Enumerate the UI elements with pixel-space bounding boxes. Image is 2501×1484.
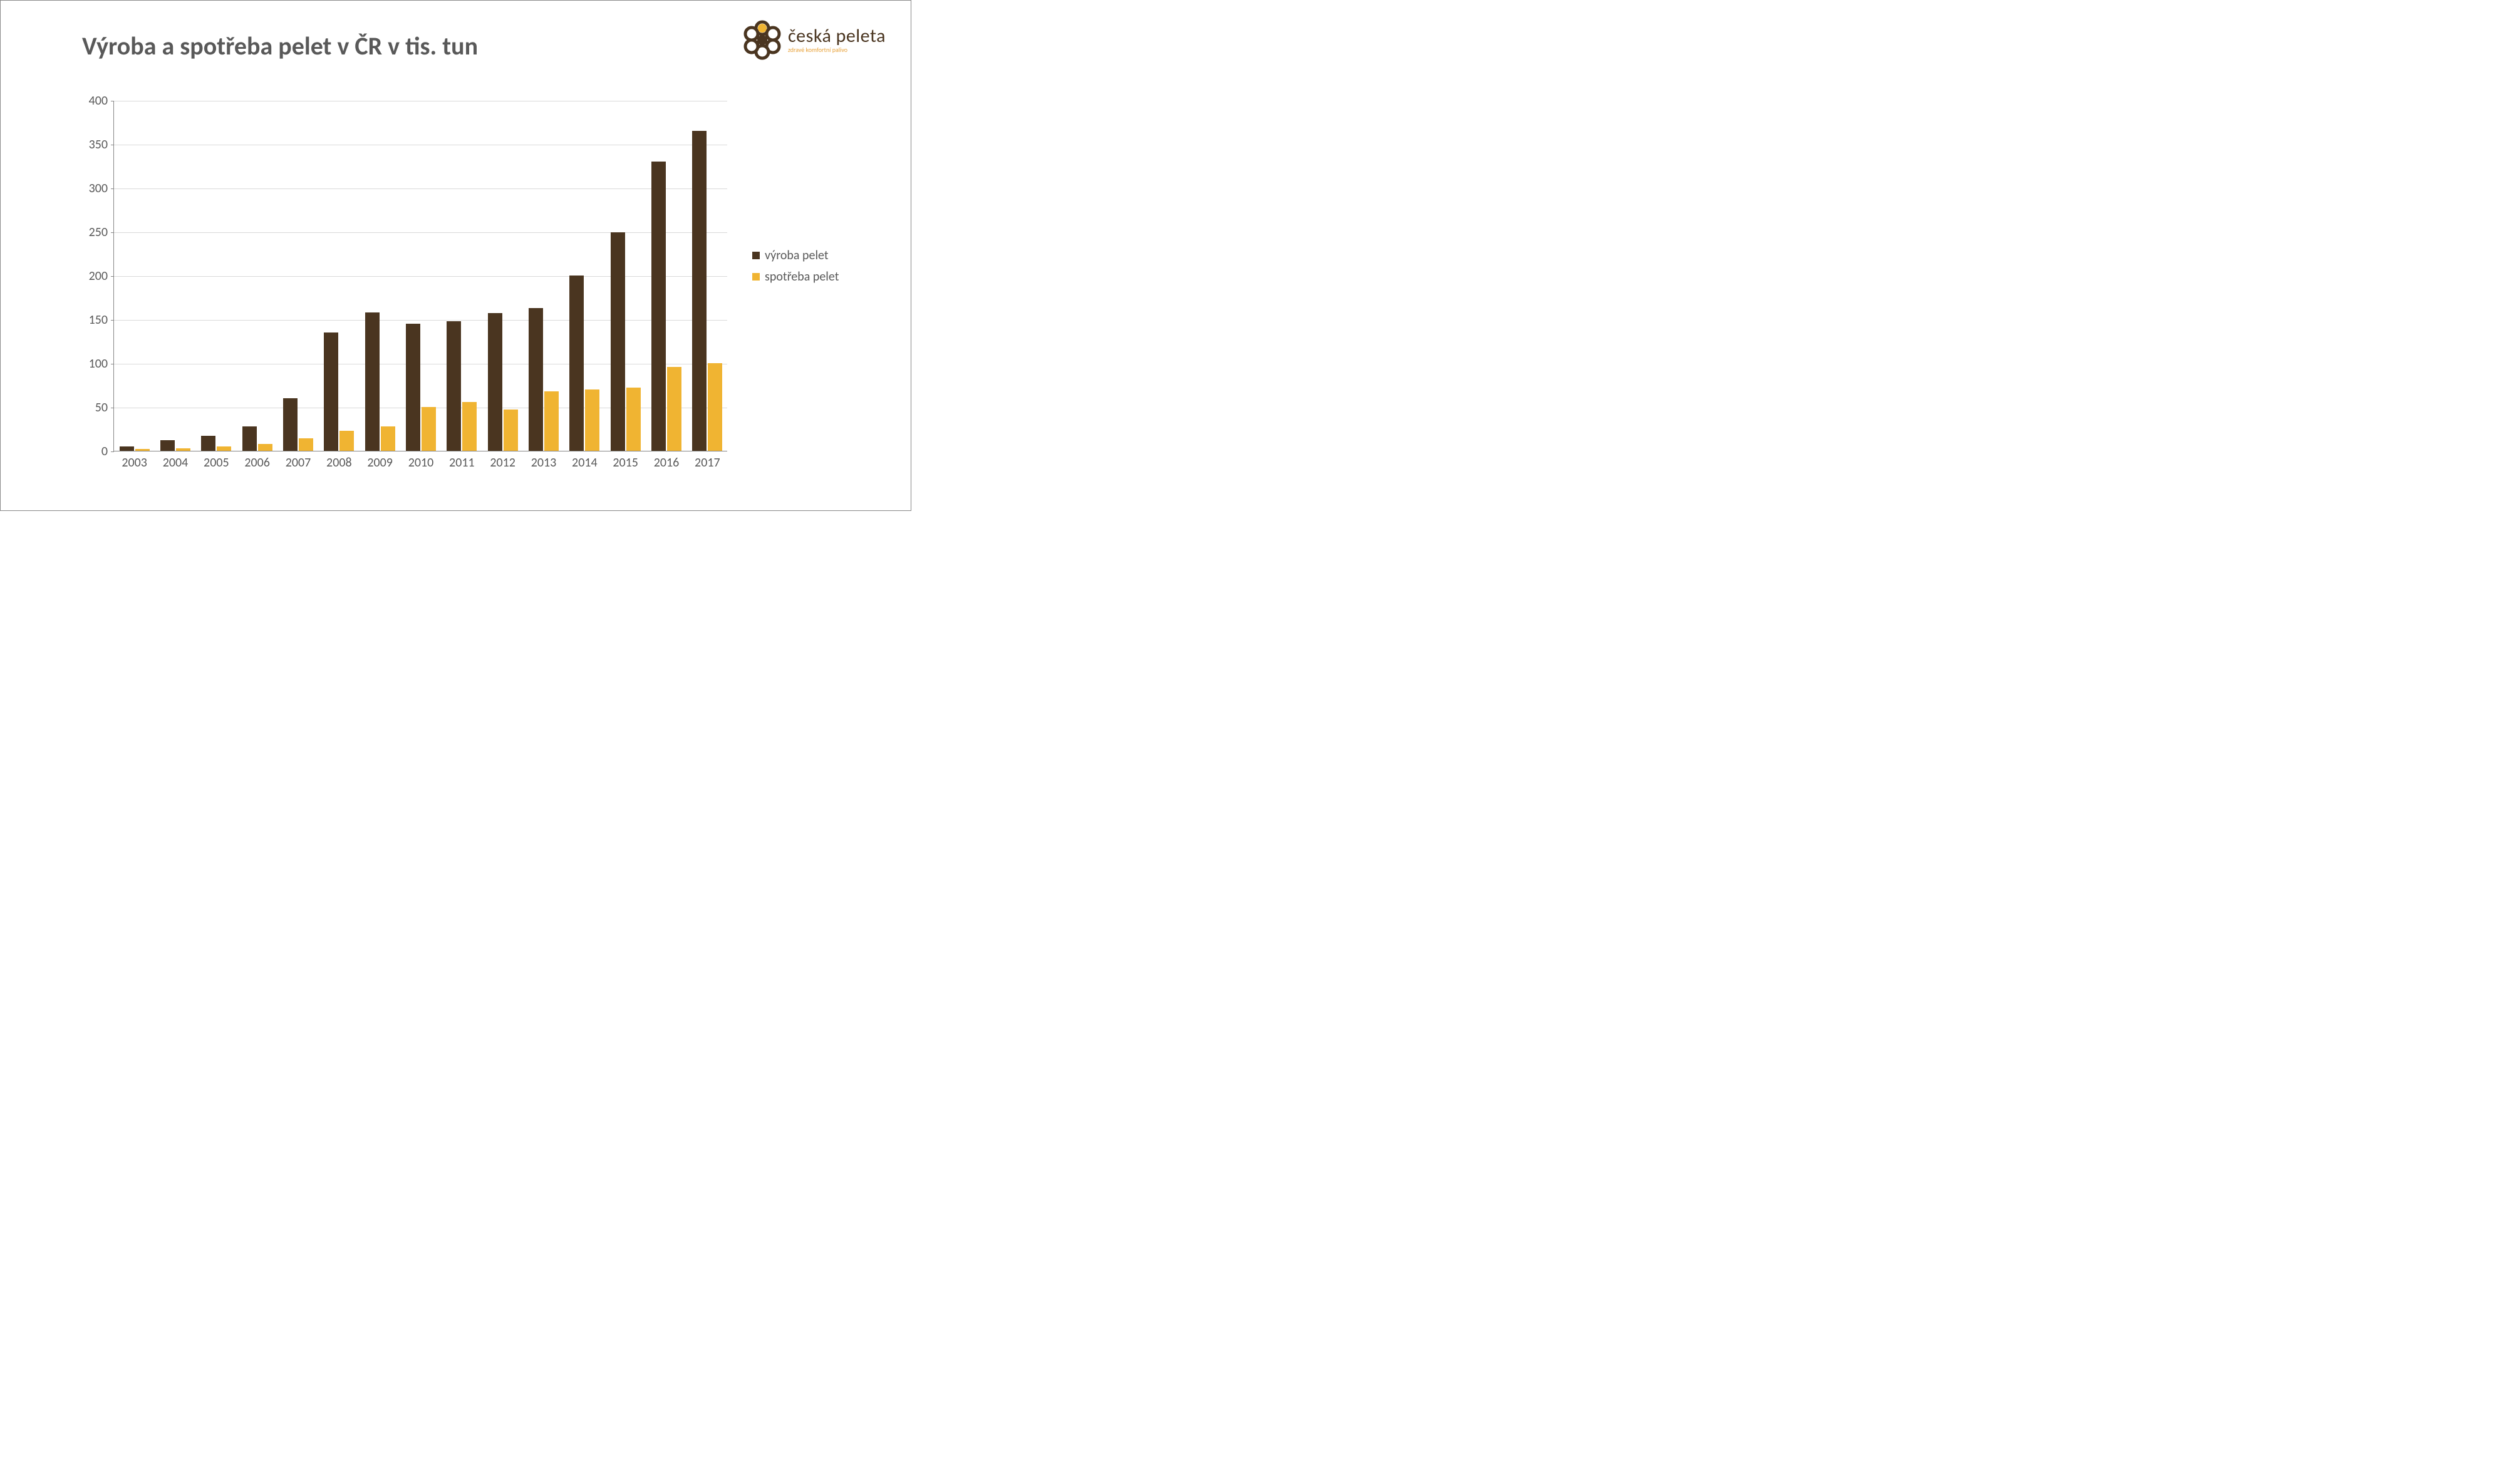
bar: [569, 276, 584, 451]
x-tick-label: 2016: [654, 455, 680, 470]
bar: [339, 431, 354, 451]
logo: česká peleta zdravé komfortní palivo: [740, 18, 886, 62]
x-tick-label: 2010: [408, 455, 434, 470]
y-tick-label: 350: [83, 137, 108, 152]
bar: [692, 131, 707, 451]
bar: [611, 232, 625, 451]
bar: [708, 363, 722, 451]
bar: [120, 446, 134, 451]
x-tick-label: 2012: [490, 455, 515, 470]
x-tick-label: 2008: [326, 455, 352, 470]
x-tick-label: 2009: [367, 455, 393, 470]
y-tick-mark: [111, 320, 114, 321]
x-tick-label: 2015: [613, 455, 638, 470]
legend-item: spotřeba pelet: [752, 269, 839, 284]
x-tick-label: 2005: [204, 455, 229, 470]
chart-title: Výroba a spotřeba pelet v ČR v tis. tun: [82, 31, 478, 61]
legend-label: výroba pelet: [765, 248, 829, 263]
y-tick-mark: [111, 451, 114, 452]
y-tick-mark: [111, 232, 114, 233]
bar: [422, 407, 436, 451]
x-tick-label: 2004: [163, 455, 189, 470]
y-tick-label: 200: [83, 269, 108, 284]
bar: [201, 436, 215, 451]
logo-mark-icon: [740, 18, 784, 62]
bar: [406, 324, 420, 451]
bar: [217, 446, 231, 451]
x-tick-label: 2011: [449, 455, 475, 470]
bar: [667, 367, 681, 451]
y-tick-mark: [111, 188, 114, 189]
bar: [651, 162, 666, 451]
plot-area: 0501001502002503003504002003200420052006…: [113, 101, 727, 451]
bar: [529, 308, 543, 451]
bar: [299, 438, 313, 451]
bar: [488, 313, 502, 451]
x-tick-label: 2014: [572, 455, 598, 470]
bar: [283, 398, 298, 451]
bar: [462, 402, 477, 451]
bar: [242, 426, 257, 451]
bar: [626, 388, 641, 451]
bar: [365, 312, 380, 451]
legend-swatch-icon: [752, 252, 760, 259]
y-tick-label: 0: [83, 444, 108, 459]
legend: výroba pelet spotřeba pelet: [752, 248, 839, 291]
gridline: [114, 276, 727, 277]
y-tick-label: 400: [83, 93, 108, 108]
x-tick-label: 2003: [122, 455, 147, 470]
x-tick-label: 2013: [531, 455, 557, 470]
gridline: [114, 320, 727, 321]
bar: [176, 448, 190, 451]
logo-main-text: česká peleta: [788, 27, 886, 46]
x-tick-label: 2006: [244, 455, 270, 470]
bar: [544, 391, 559, 451]
logo-text: česká peleta zdravé komfortní palivo: [788, 27, 886, 53]
x-tick-label: 2007: [286, 455, 311, 470]
chart-container: Výroba a spotřeba pelet v ČR v tis. tun …: [0, 0, 911, 511]
y-tick-label: 150: [83, 312, 108, 327]
legend-swatch-icon: [752, 273, 760, 281]
y-tick-mark: [111, 276, 114, 277]
plot-wrap: 0501001502002503003504002003200420052006…: [82, 101, 727, 451]
x-tick-label: 2017: [695, 455, 720, 470]
bar: [324, 332, 338, 451]
legend-label: spotřeba pelet: [765, 269, 839, 284]
y-tick-label: 300: [83, 181, 108, 196]
y-tick-label: 50: [83, 400, 108, 415]
bar: [447, 321, 461, 451]
bar: [258, 444, 272, 451]
gridline: [114, 188, 727, 189]
gridline: [114, 232, 727, 233]
bar: [504, 410, 518, 451]
bar: [135, 449, 150, 451]
bar: [381, 426, 395, 451]
y-tick-label: 100: [83, 356, 108, 371]
legend-item: výroba pelet: [752, 248, 839, 263]
bar: [160, 440, 175, 451]
y-tick-label: 250: [83, 225, 108, 240]
logo-sub-text: zdravé komfortní palivo: [788, 47, 886, 53]
bar: [585, 389, 599, 451]
